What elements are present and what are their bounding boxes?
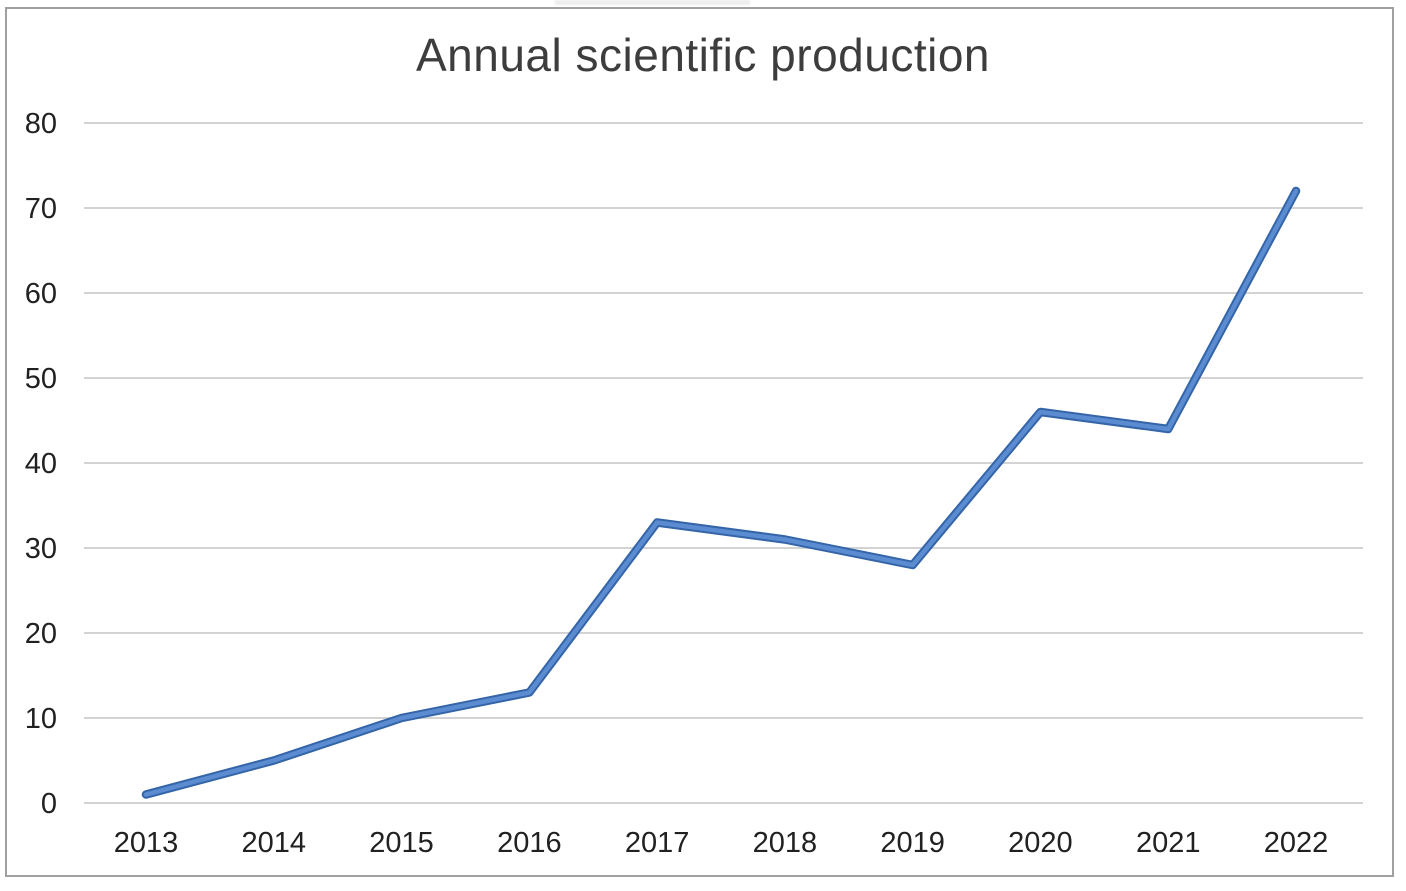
y-axis-tick-label: 40 (25, 448, 57, 480)
cropped-text-remnant (555, 0, 750, 5)
y-axis-tick-label: 50 (25, 363, 57, 395)
y-axis-tick-label: 60 (25, 278, 57, 310)
series-line-outline (141, 186, 1301, 799)
figure-border (5, 7, 1394, 877)
y-axis-tick-label: 70 (25, 193, 57, 225)
x-axis-tick-label: 2013 (114, 827, 179, 859)
chart-title: Annual scientific production (416, 29, 990, 81)
series-line (143, 188, 1299, 797)
x-axis-tick-label: 2018 (753, 827, 818, 859)
y-axis-tick-label: 80 (25, 108, 57, 140)
x-axis-tick-label: 2019 (880, 827, 945, 859)
y-axis-tick-label: 30 (25, 533, 57, 565)
x-axis-tick-label: 2017 (625, 827, 690, 859)
x-axis-tick-label: 2021 (1136, 827, 1201, 859)
x-axis-tick-label: 2020 (1008, 827, 1073, 859)
y-axis-tick-label: 10 (25, 703, 57, 735)
y-axis-tick-label: 0 (41, 788, 57, 820)
x-axis-tick-label: 2016 (497, 827, 562, 859)
x-axis-tick-label: 2014 (242, 827, 307, 859)
x-axis-tick-label: 2022 (1264, 827, 1329, 859)
y-axis-tick-label: 20 (25, 618, 57, 650)
x-axis-tick-label: 2015 (369, 827, 434, 859)
